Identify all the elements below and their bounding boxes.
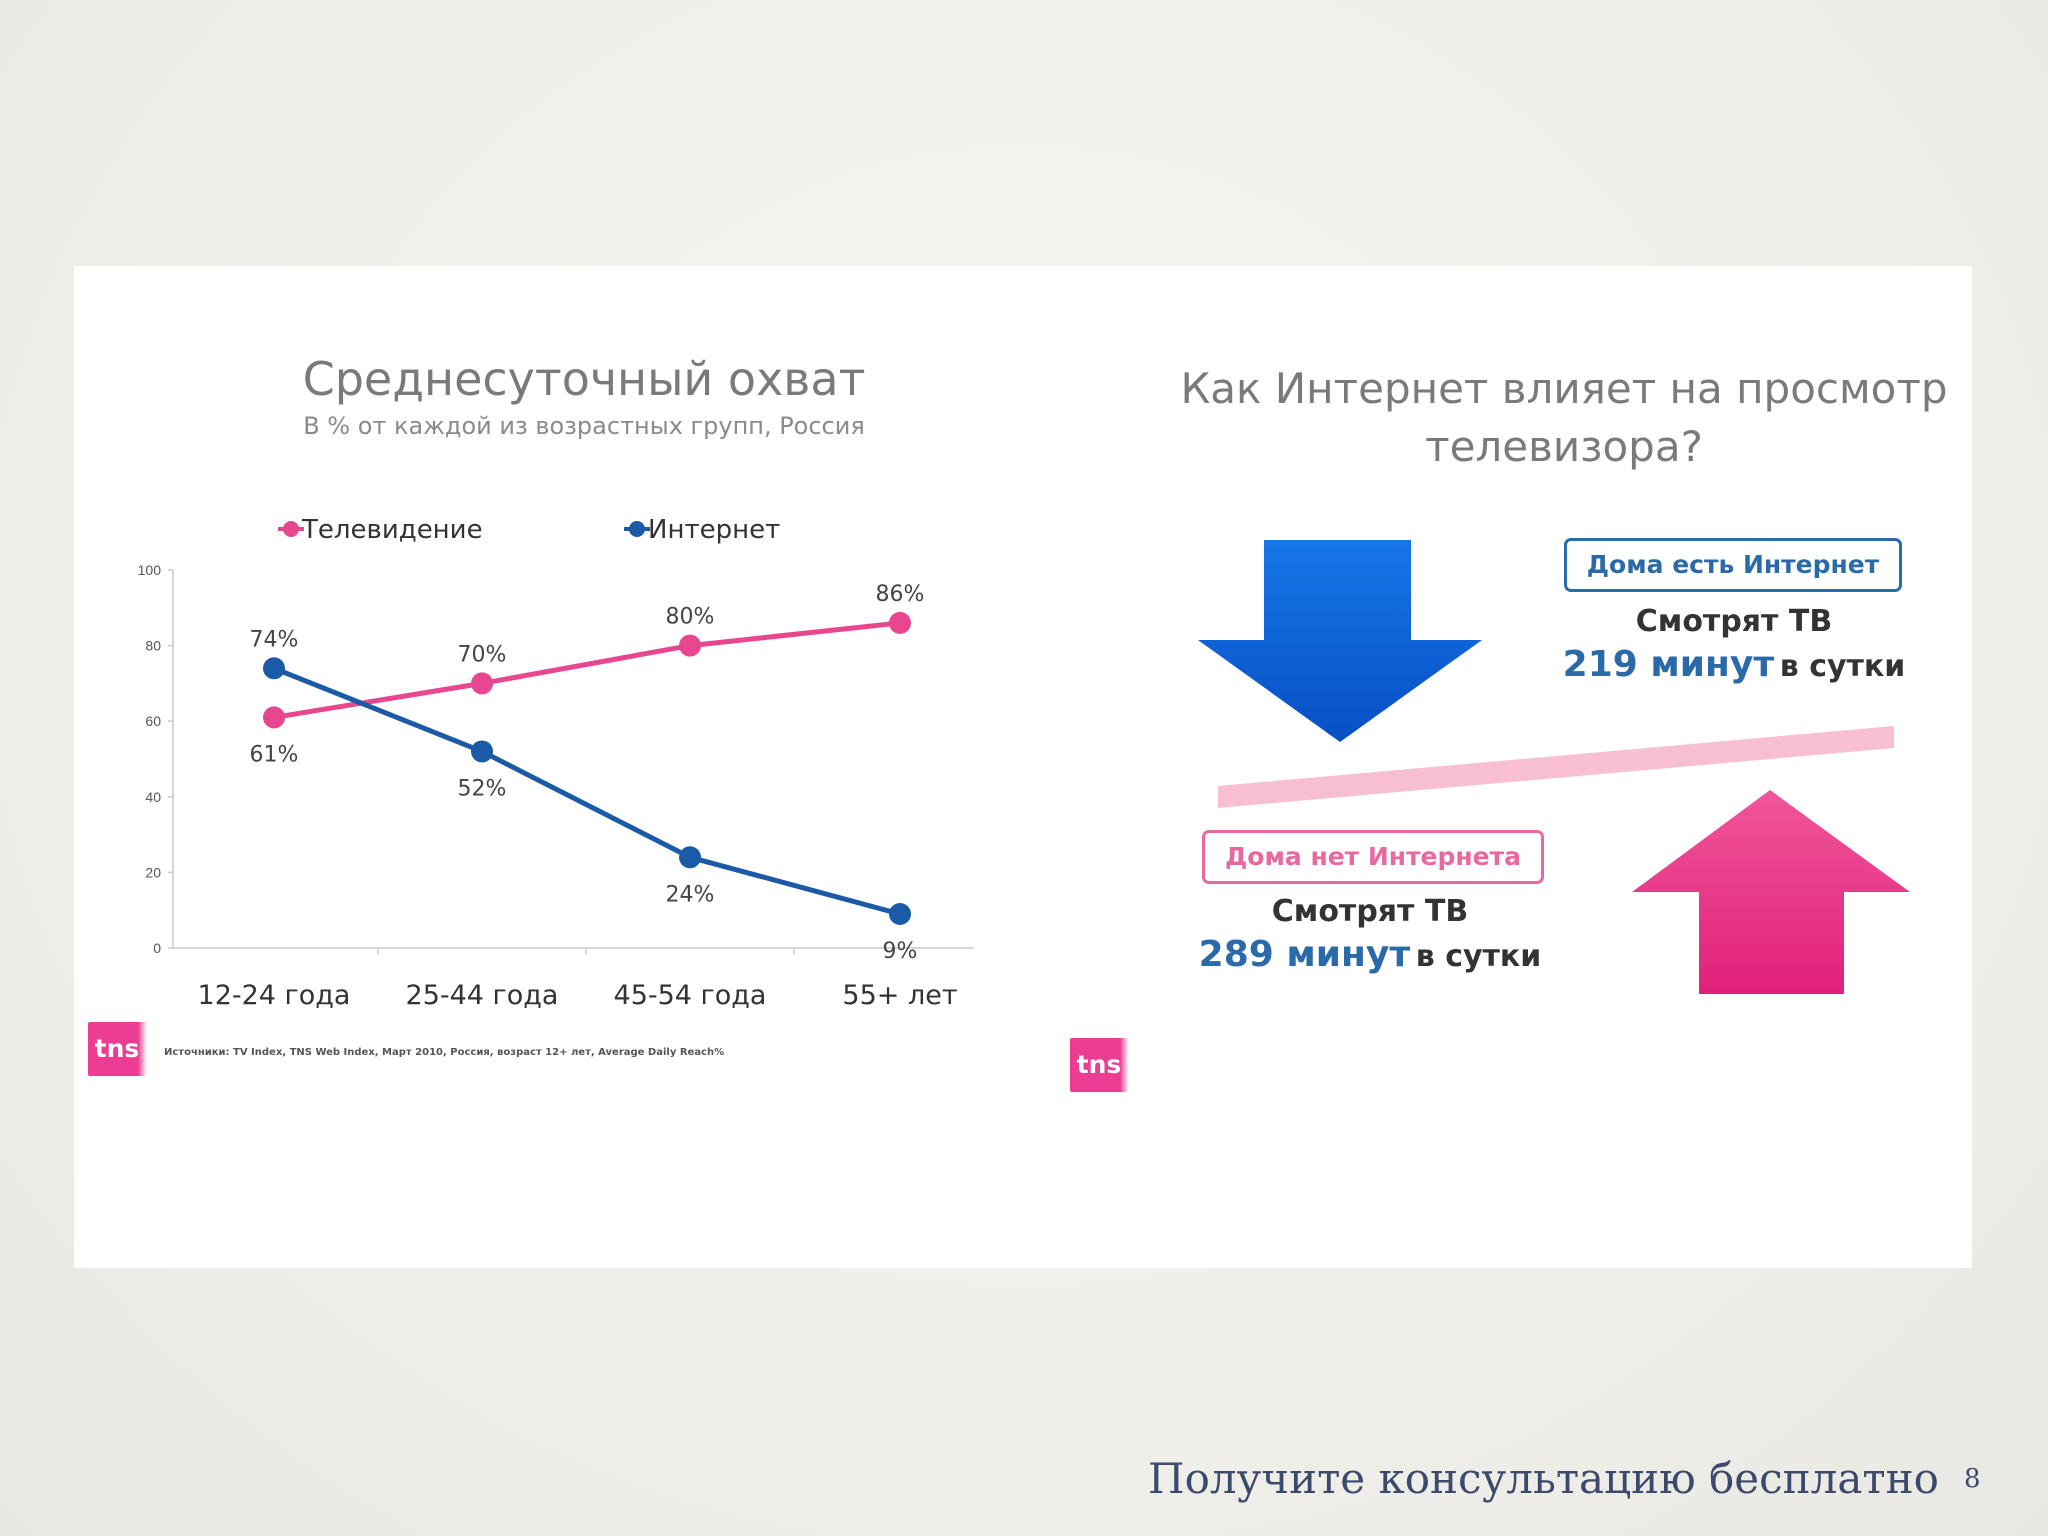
tag-home-no-internet: Дома нет Интернета — [1202, 830, 1544, 884]
data-label: 61% — [250, 742, 299, 767]
y-tick-label: 0 — [153, 940, 161, 956]
data-point — [889, 611, 911, 634]
watch-tv-label: Смотрят ТВ — [1271, 894, 1469, 929]
y-tick-label: 20 — [145, 864, 161, 880]
chart-title: Среднесуточный охват — [302, 352, 866, 406]
data-label: 24% — [666, 882, 715, 907]
tilted-bar — [1218, 726, 1894, 808]
legend-swatch-marker — [629, 521, 645, 537]
content-panel: Среднесуточный охват В % от каждой из во… — [74, 266, 1972, 1268]
watch-tv-minutes-with-internet: 219 минут в сутки — [1534, 644, 1934, 685]
minutes-suffix: в сутки — [1415, 939, 1542, 974]
legend-swatch-marker — [283, 521, 299, 537]
series-line — [273, 665, 901, 917]
minutes-suffix: в сутки — [1779, 649, 1906, 684]
legend-label: Интернет — [648, 515, 780, 545]
source-note: Источники: TV Index, TNS Web Index, Март… — [164, 1047, 725, 1058]
x-tick-label: 12-24 года — [198, 980, 351, 1011]
y-tick-label: 100 — [138, 562, 162, 578]
page-number: 8 — [1964, 1464, 1981, 1494]
line-chart: 0 20 40 60 80 100 12-24 года 25-44 года 45-54 го… — [138, 515, 974, 1011]
y-tick-label: 80 — [145, 638, 161, 654]
data-label: 80% — [666, 605, 715, 630]
y-tick-label: 40 — [145, 789, 161, 805]
data-point — [889, 902, 911, 925]
tv-watching-infographic — [1198, 540, 1910, 994]
watch-tv-minutes-without-internet: 289 минут в сутки — [1170, 934, 1570, 975]
data-point — [679, 846, 701, 869]
tns-logo: tns — [1070, 1038, 1128, 1092]
tag-home-internet: Дома есть Интернет — [1564, 538, 1902, 592]
data-point — [263, 706, 285, 729]
up-arrow — [1632, 790, 1910, 994]
data-point — [263, 657, 285, 680]
x-tick-label: 45-54 года — [614, 980, 767, 1011]
down-arrow — [1198, 540, 1482, 742]
minutes-value: 219 минут — [1562, 644, 1775, 685]
data-label: 52% — [458, 776, 507, 801]
chart-subtitle: В % от каждой из возрастных групп, Росси… — [303, 412, 865, 440]
data-label: 86% — [876, 582, 925, 607]
data-label: 74% — [250, 627, 299, 652]
legend-label: Телевидение — [301, 515, 483, 545]
right-question: Как Интернет влияет на просмотр телевизо… — [1180, 364, 1948, 471]
footer-link[interactable]: Получите консультацию бесплатно — [1148, 1454, 1939, 1503]
y-tick-label: 60 — [145, 713, 161, 729]
watch-tv-label: Смотрят ТВ — [1635, 604, 1833, 639]
data-point — [679, 634, 701, 657]
data-label: 70% — [458, 642, 507, 667]
data-point — [471, 740, 493, 763]
data-point — [471, 672, 493, 695]
series-line — [273, 620, 901, 720]
x-tick-label: 55+ лет — [842, 980, 957, 1011]
x-tick-label: 25-44 года — [406, 980, 559, 1011]
tns-logo: tns — [88, 1022, 146, 1076]
minutes-value: 289 минут — [1198, 934, 1411, 975]
data-label: 9% — [883, 939, 918, 964]
